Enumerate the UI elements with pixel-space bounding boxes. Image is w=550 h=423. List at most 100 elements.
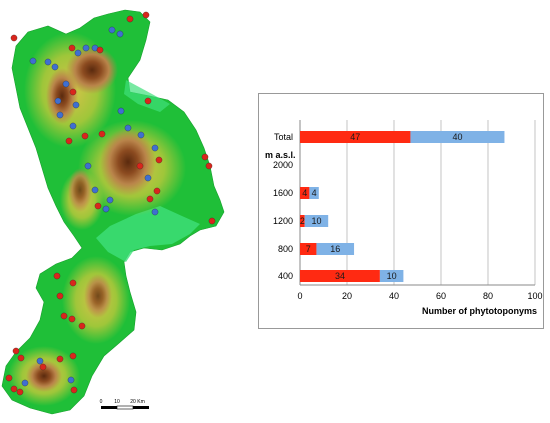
map-point-red bbox=[65, 137, 73, 145]
bar-segment bbox=[304, 215, 329, 227]
pollino-massif bbox=[66, 46, 118, 94]
map-point-blue bbox=[82, 44, 90, 52]
map-point-red bbox=[205, 162, 213, 170]
bar-data-label: 7 bbox=[306, 244, 311, 254]
scale-tick-10: 10 bbox=[114, 399, 120, 405]
chart-bars: 47 40 4 4 2 10 7 16 34 10 bbox=[300, 131, 505, 282]
map-point-red bbox=[126, 15, 134, 23]
coastal-plain bbox=[96, 206, 200, 262]
bar-segment bbox=[309, 187, 319, 199]
map-point-blue bbox=[72, 101, 80, 109]
map-point-blue bbox=[116, 30, 124, 38]
sila-massif bbox=[100, 128, 156, 196]
scale-segment-3 bbox=[133, 406, 149, 409]
bar-data-label: 34 bbox=[335, 271, 345, 281]
map-point-blue bbox=[108, 26, 116, 34]
map-point-blue bbox=[144, 174, 152, 182]
map-point-red bbox=[153, 187, 161, 195]
map-point-blue bbox=[84, 162, 92, 170]
bar-segment bbox=[379, 270, 404, 282]
category-label: 1600 bbox=[273, 188, 293, 198]
category-labels: Total 2000 1600 1200 800 400 bbox=[273, 132, 293, 281]
map-point-red bbox=[53, 272, 61, 280]
map-point-red bbox=[60, 312, 68, 320]
map-point-red bbox=[146, 195, 154, 203]
map-point-red bbox=[201, 153, 209, 161]
map-point-blue bbox=[137, 131, 145, 139]
map-point-red bbox=[69, 352, 77, 360]
bar-segment bbox=[300, 243, 317, 255]
map-point-red bbox=[96, 46, 104, 54]
map-point-blue bbox=[151, 208, 159, 216]
serre-massif bbox=[84, 274, 112, 318]
map-point-blue bbox=[74, 49, 82, 57]
map-point-blue bbox=[117, 107, 125, 115]
map-point-red bbox=[68, 315, 76, 323]
calabria-elevation-map: 0 10 20 Km bbox=[1, 9, 225, 415]
map-point-red bbox=[142, 11, 150, 19]
bar-segment bbox=[316, 243, 355, 255]
group-axis-label: m a.s.l. bbox=[265, 150, 296, 160]
bar-data-label: 4 bbox=[312, 188, 317, 198]
chart-panel: 47 40 4 4 2 10 7 16 34 10 Total 2000 1600 1200 800 400… bbox=[258, 93, 544, 329]
chart-grid bbox=[299, 120, 536, 285]
category-label: Total bbox=[274, 132, 293, 142]
coastal-plain-north bbox=[124, 80, 170, 112]
bar-data-label: 47 bbox=[350, 132, 360, 142]
category-label: 2000 bbox=[273, 160, 293, 170]
x-axis-title: Number of phytotoponyms bbox=[422, 306, 537, 316]
map-point-red bbox=[81, 132, 89, 140]
category-label: 400 bbox=[278, 271, 293, 281]
map-point-red bbox=[94, 202, 102, 210]
bar-segment bbox=[300, 270, 380, 282]
x-tick-label: 0 bbox=[297, 291, 302, 301]
x-tick-label: 40 bbox=[389, 291, 399, 301]
map-point-red bbox=[136, 162, 144, 170]
x-tick-label: 60 bbox=[436, 291, 446, 301]
bar-data-label: 10 bbox=[387, 271, 397, 281]
map-point-red bbox=[98, 130, 106, 138]
map-point-red bbox=[17, 354, 25, 362]
x-tick-label: 20 bbox=[342, 291, 352, 301]
map-point-red bbox=[70, 386, 78, 394]
scale-tick-20: 20 bbox=[130, 399, 136, 405]
map-point-blue bbox=[69, 122, 77, 130]
scale-bar: 0 10 20 Km bbox=[100, 399, 149, 410]
map-point-blue bbox=[102, 205, 110, 213]
map-point-red bbox=[56, 355, 64, 363]
bar-data-label: 4 bbox=[302, 188, 307, 198]
map-point-blue bbox=[91, 186, 99, 194]
scale-segment-2 bbox=[116, 405, 134, 410]
x-tick-label: 100 bbox=[527, 291, 542, 301]
bar-segment bbox=[410, 131, 505, 143]
map-point-blue bbox=[54, 97, 62, 105]
map-point-blue bbox=[56, 111, 64, 119]
bar-segment bbox=[300, 215, 305, 227]
map-point-red bbox=[10, 385, 18, 393]
map-point-blue bbox=[36, 357, 44, 365]
map-point-red bbox=[69, 88, 77, 96]
survey-points bbox=[5, 11, 216, 396]
bar-segment bbox=[300, 187, 310, 199]
map-point-red bbox=[12, 347, 20, 355]
map-point-red bbox=[208, 217, 216, 225]
scale-tick-0: 0 bbox=[100, 399, 103, 405]
map-point-red bbox=[56, 292, 64, 300]
map-point-blue bbox=[124, 124, 132, 132]
bar-data-label: 16 bbox=[330, 244, 340, 254]
map-point-blue bbox=[151, 144, 159, 152]
map-point-red bbox=[16, 388, 24, 396]
map-point-red bbox=[69, 279, 77, 287]
map-point-red bbox=[144, 97, 152, 105]
coastal-chain bbox=[68, 168, 92, 212]
map-point-blue bbox=[29, 57, 37, 65]
scale-segment-1 bbox=[101, 406, 117, 409]
map-point-red bbox=[155, 156, 163, 164]
map-point-blue bbox=[44, 58, 52, 66]
bar-data-label: 40 bbox=[452, 132, 462, 142]
map-point-blue bbox=[51, 63, 59, 71]
map-point-red bbox=[5, 374, 13, 382]
scale-unit: Km bbox=[137, 399, 145, 405]
x-tick-label: 80 bbox=[483, 291, 493, 301]
